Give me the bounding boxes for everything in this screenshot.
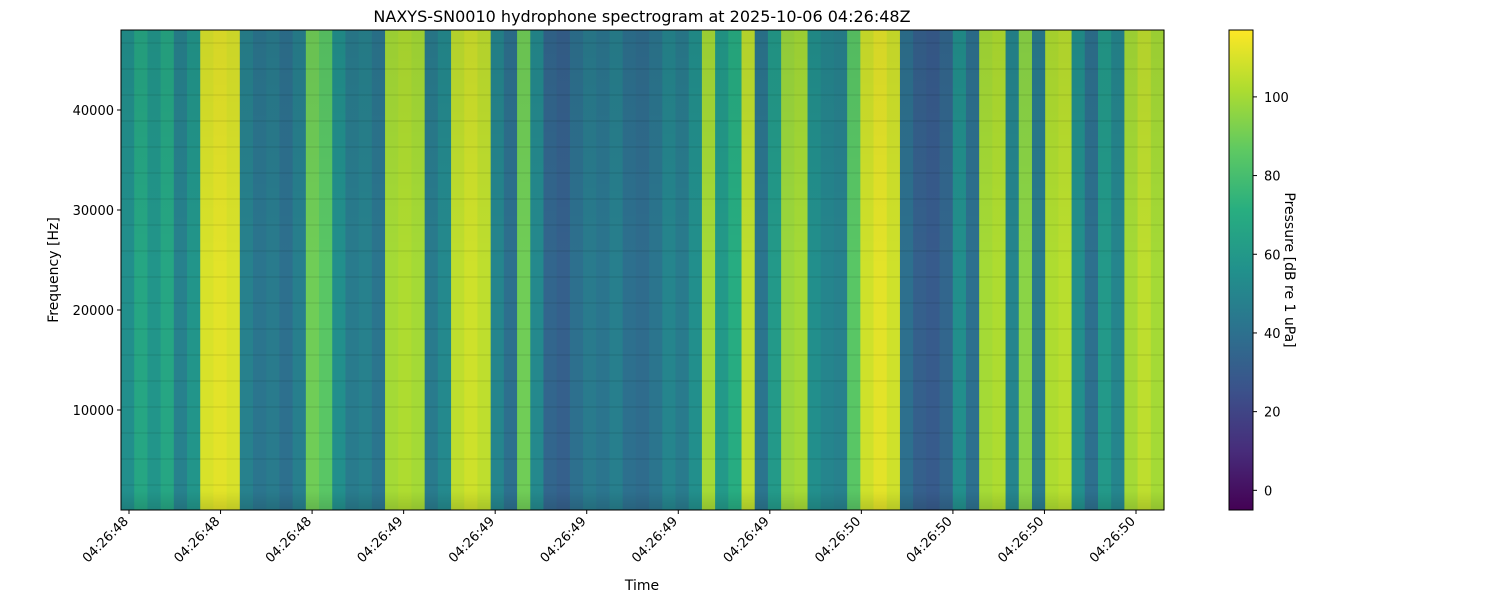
x-tick-label: 04:26:49 [629,514,681,566]
colorbar-label: Pressure [dB re 1 uPa] [1281,192,1297,347]
colorbar-tick-label: 80 [1264,170,1281,185]
y-tick-label: 10000 [73,404,114,419]
colorbar-tick-label: 40 [1264,327,1281,342]
plot-area [120,29,1165,511]
x-tick-label: 04:26:48 [263,514,315,566]
y-tick-label: 40000 [73,104,114,119]
colorbar-tick-label: 0 [1264,484,1272,499]
y-tick-label: 30000 [73,204,114,219]
x-tick-label: 04:26:50 [995,514,1047,566]
colorbar-ticks: 0 20 40 60 80 100 [1253,91,1289,499]
colorbar-tick-label: 100 [1264,91,1289,106]
x-tick-label: 04:26:49 [538,514,590,566]
x-tick-label: 04:26:50 [812,514,864,566]
y-axis: 10000 20000 30000 40000 [73,104,121,419]
colorbar-tick-label: 60 [1264,248,1281,263]
colorbar-gradient [1229,30,1253,510]
plot-frame [120,29,1165,511]
colorbar: 0 20 40 60 80 100 Pressure [dB re 1 uPa] [1228,29,1297,511]
colorbar-frame [1228,29,1254,511]
spectrogram-shading [121,30,1164,510]
x-tick-label: 04:26:48 [171,514,223,566]
y-axis-label: Frequency [Hz] [46,217,62,323]
chart-title: NAXYS-SN0010 hydrophone spectrogram at 2… [373,7,910,26]
x-axis-label: Time [624,578,659,594]
x-tick-label: 04:26:49 [446,514,498,566]
y-tick-label: 20000 [73,304,114,319]
x-tick-label: 04:26:48 [80,514,132,566]
colorbar-tick-label: 20 [1264,406,1281,421]
x-tick-label: 04:26:49 [721,514,773,566]
x-axis: 04:26:48 04:26:48 04:26:48 04:26:49 04:26:49… [80,510,1139,566]
x-tick-label: 04:26:50 [904,514,956,566]
x-tick-label: 04:26:50 [1087,514,1139,566]
x-tick-label: 04:26:49 [355,514,407,566]
